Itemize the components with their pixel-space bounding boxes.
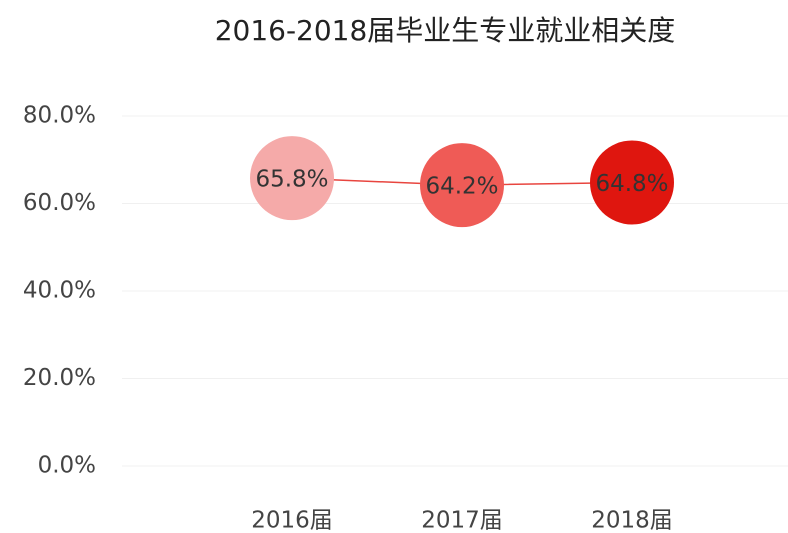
y-tick-label: 40.0%: [23, 278, 96, 304]
data-point: [590, 140, 674, 225]
data-label: 64.2%: [425, 174, 498, 200]
y-tick-label: 0.0%: [38, 453, 96, 479]
data-point: [420, 143, 504, 228]
y-tick-label: 80.0%: [23, 103, 96, 129]
data-label: 64.8%: [595, 171, 668, 197]
data-point: [250, 136, 334, 221]
x-tick-label: 2017届: [421, 508, 503, 533]
x-tick-label: 2016届: [251, 508, 333, 533]
y-tick-label: 60.0%: [23, 190, 96, 216]
y-tick-label: 20.0%: [23, 365, 96, 391]
data-label: 65.8%: [255, 167, 328, 193]
x-tick-label: 2018届: [591, 508, 673, 533]
chart-title: 2016-2018届毕业生专业就业相关度: [215, 14, 676, 47]
